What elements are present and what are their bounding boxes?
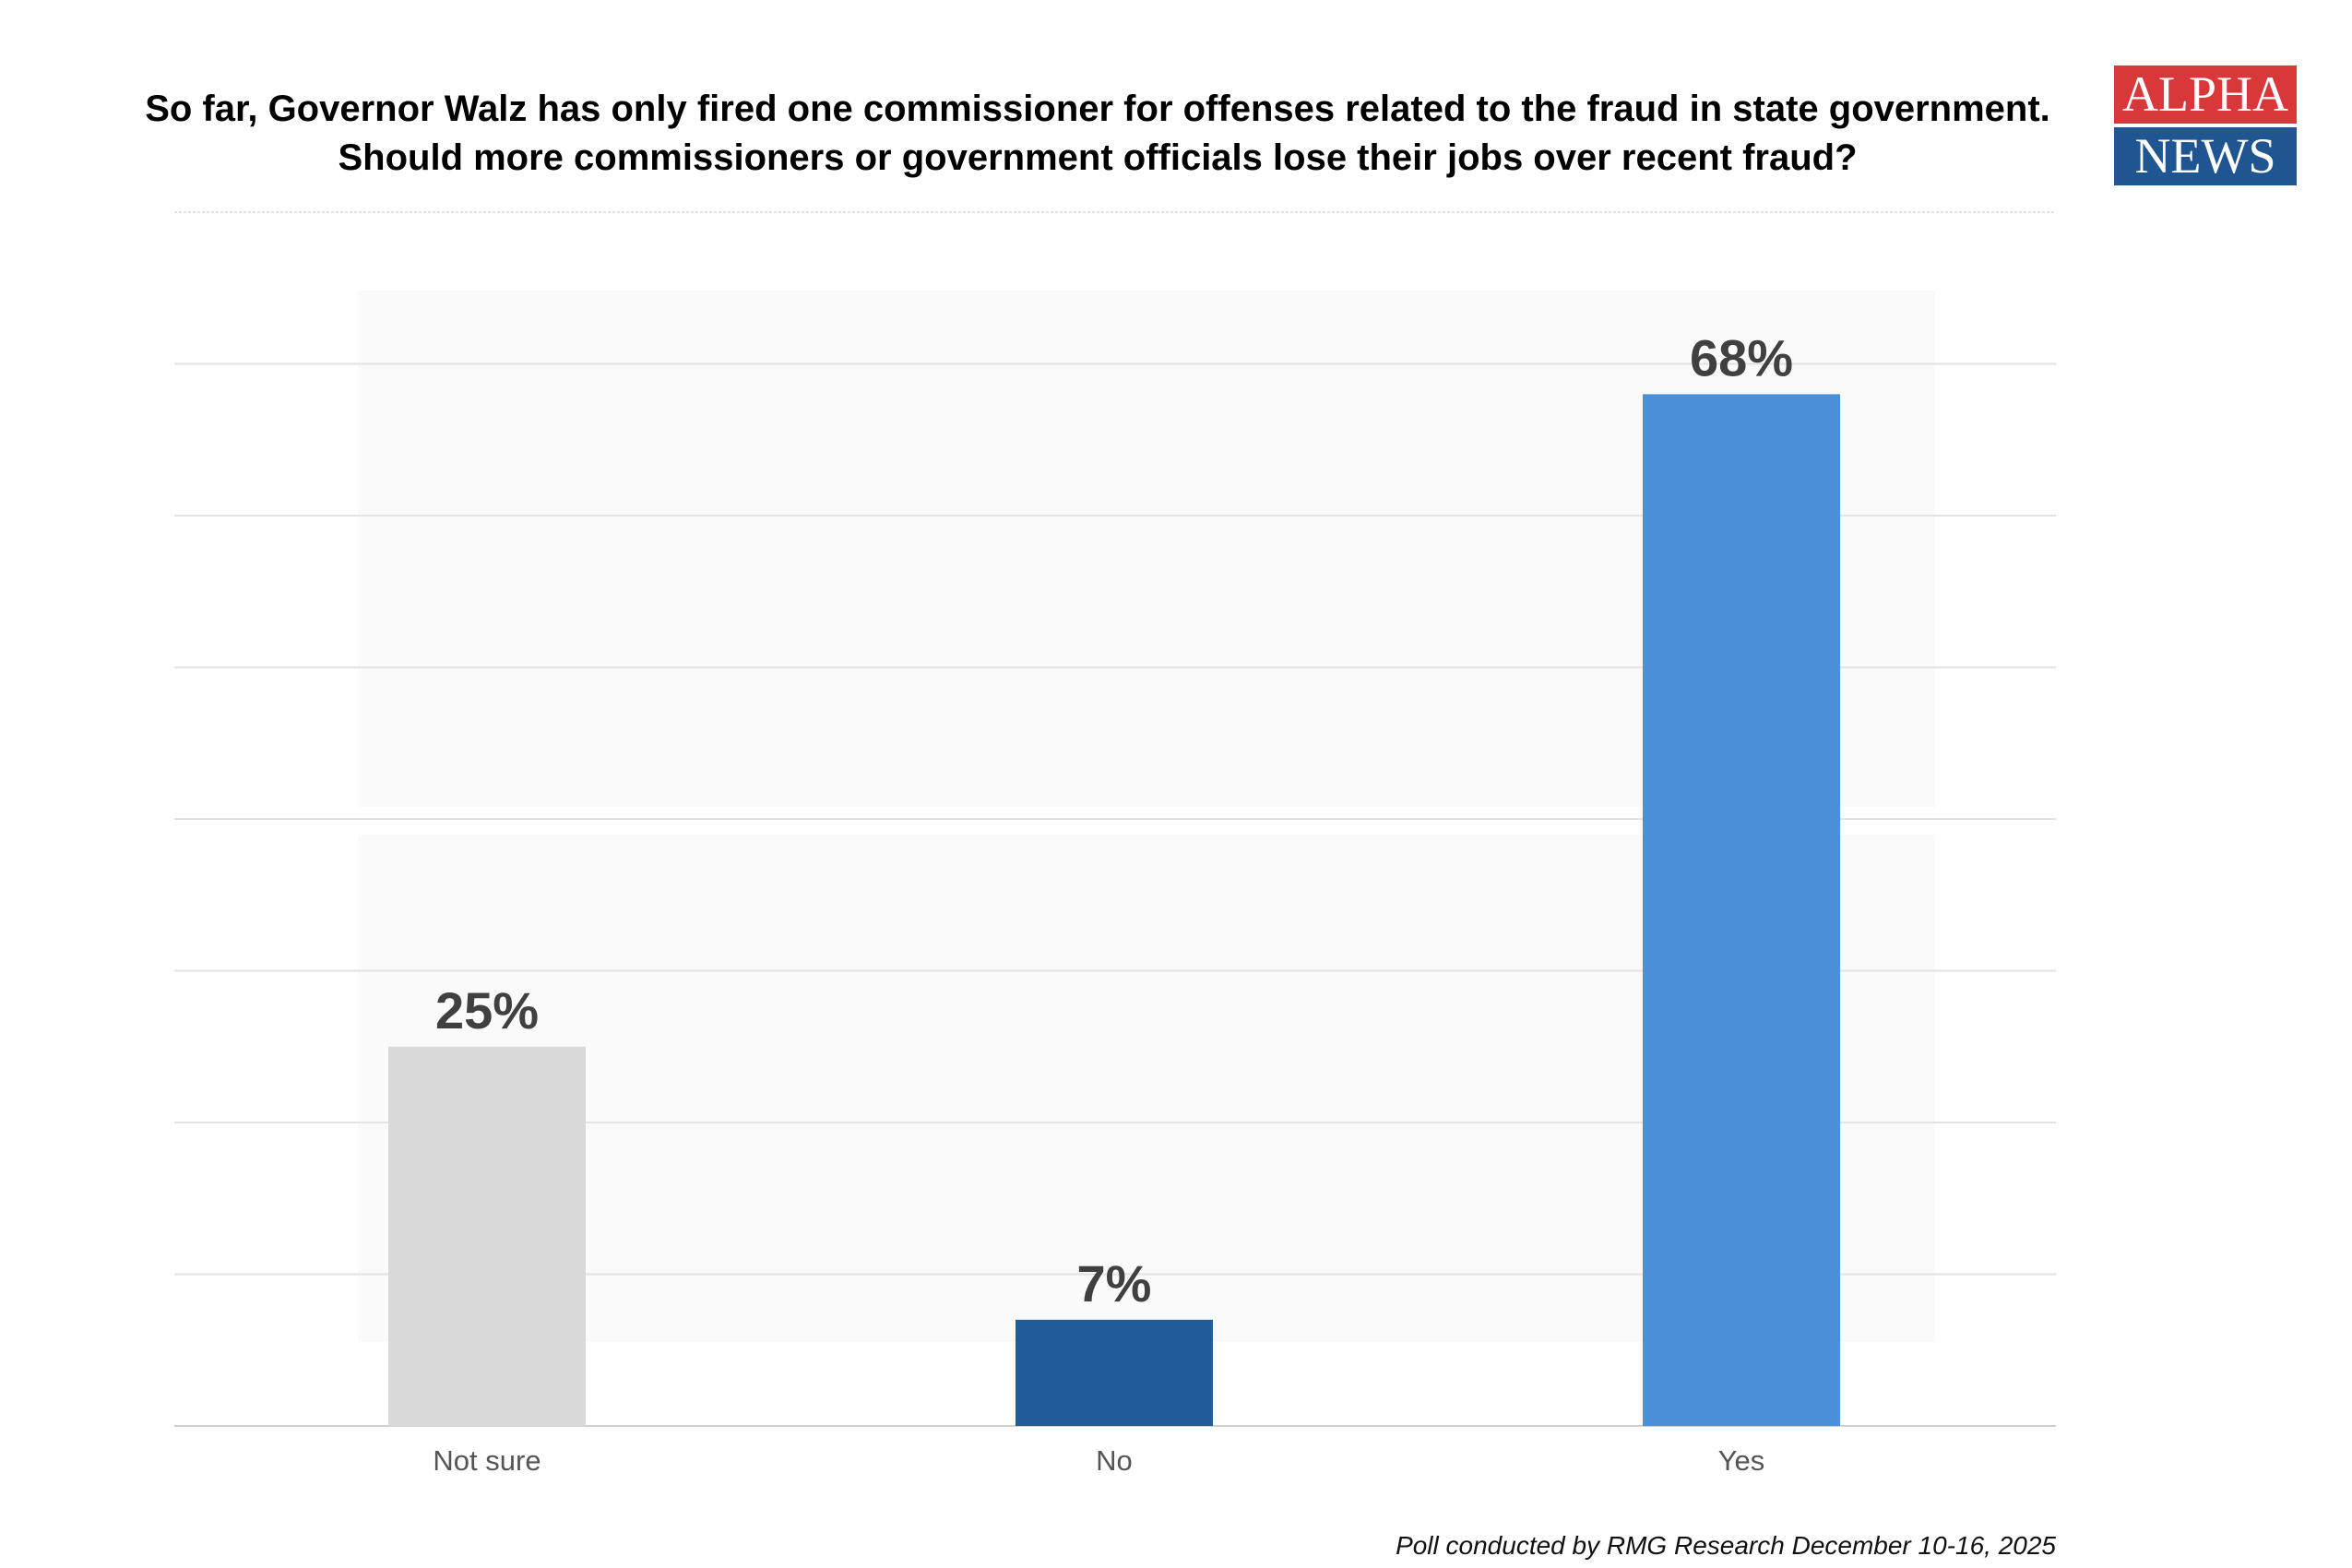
data-label: 68% bbox=[1690, 328, 1793, 386]
logo-news: NEWS bbox=[2114, 127, 2297, 185]
data-label: 7% bbox=[1077, 1254, 1152, 1313]
source-note: Poll conducted by RMG Research December … bbox=[1396, 1531, 2056, 1560]
alpha-news-logo: ALPHA NEWS bbox=[2114, 65, 2297, 185]
x-tick-label: Yes bbox=[1718, 1444, 1765, 1477]
x-tick-label: Not sure bbox=[433, 1444, 540, 1477]
chart-title: So far, Governor Walz has only fired one… bbox=[145, 89, 2050, 178]
data-label: 25% bbox=[435, 981, 539, 1039]
logo-alpha: ALPHA bbox=[2114, 65, 2297, 124]
bars bbox=[388, 394, 1840, 1426]
bar-not-sure bbox=[388, 1046, 586, 1426]
bar-yes bbox=[1643, 394, 1840, 1426]
labels: 25% Not sure 7% No 68% Yes bbox=[433, 328, 1793, 1477]
x-tick-label: No bbox=[1096, 1444, 1133, 1477]
bar-no bbox=[1016, 1319, 1213, 1426]
